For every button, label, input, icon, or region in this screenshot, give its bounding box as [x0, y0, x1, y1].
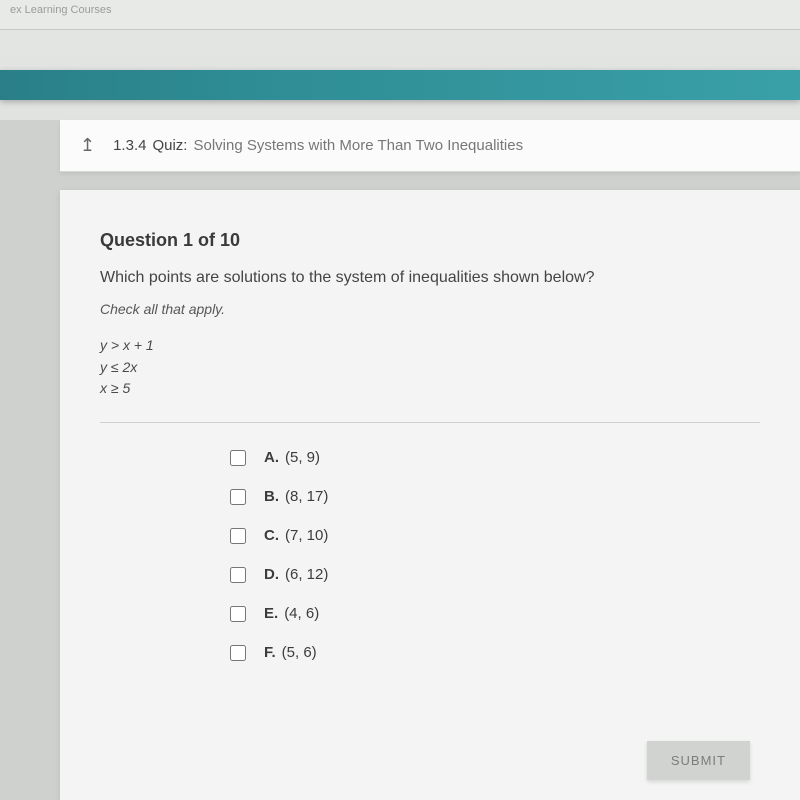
question-card: Question 1 of 10 Which points are soluti… [60, 190, 800, 800]
browser-tabstrip: ex Learning Courses [0, 0, 800, 30]
checkbox-a[interactable] [230, 450, 246, 466]
brand-teal-bar [0, 70, 800, 100]
checkbox-e[interactable] [230, 606, 246, 622]
option-value: (7, 10) [285, 527, 328, 544]
option-letter: C. [264, 527, 279, 544]
screen: ex Learning Courses ↥ 1.3.4 Quiz: Solvin… [0, 0, 800, 800]
tab-fragment-text: ex Learning Courses [10, 4, 112, 16]
divider [100, 422, 760, 423]
question-instruction: Check all that apply. [100, 301, 760, 317]
option-letter: E. [264, 605, 278, 622]
option-value: (8, 17) [285, 488, 328, 505]
option-c[interactable]: C. (7, 10) [230, 527, 760, 544]
checkbox-c[interactable] [230, 528, 246, 544]
submit-button[interactable]: SUBMIT [647, 741, 750, 780]
option-letter: B. [264, 488, 279, 505]
question-counter: Question 1 of 10 [100, 230, 760, 251]
option-letter: D. [264, 566, 279, 583]
inequality-line: x ≥ 5 [100, 378, 760, 400]
inequality-line: y ≤ 2x [100, 357, 760, 379]
option-a[interactable]: A. (5, 9) [230, 449, 760, 466]
checkbox-d[interactable] [230, 567, 246, 583]
section-number: 1.3.4 [113, 137, 146, 154]
back-arrow-icon[interactable]: ↥ [80, 135, 95, 156]
quiz-title: Solving Systems with More Than Two Inequ… [193, 137, 523, 154]
option-value: (5, 6) [282, 644, 317, 661]
question-prompt: Which points are solutions to the system… [100, 269, 760, 287]
option-e[interactable]: E. (4, 6) [230, 605, 760, 622]
option-f[interactable]: F. (5, 6) [230, 644, 760, 661]
option-value: (5, 9) [285, 449, 320, 466]
checkbox-b[interactable] [230, 489, 246, 505]
quiz-header-bar: ↥ 1.3.4 Quiz: Solving Systems with More … [60, 120, 800, 172]
option-value: (4, 6) [284, 605, 319, 622]
option-value: (6, 12) [285, 566, 328, 583]
inequality-line: y > x + 1 [100, 335, 760, 357]
option-letter: A. [264, 449, 279, 466]
checkbox-f[interactable] [230, 645, 246, 661]
option-b[interactable]: B. (8, 17) [230, 488, 760, 505]
quiz-label: Quiz: [152, 137, 187, 154]
option-d[interactable]: D. (6, 12) [230, 566, 760, 583]
answer-options: A. (5, 9) B. (8, 17) C. (7, 10) D. (6, 1… [230, 449, 760, 661]
option-letter: F. [264, 644, 276, 661]
inequalities-block: y > x + 1 y ≤ 2x x ≥ 5 [100, 335, 760, 400]
